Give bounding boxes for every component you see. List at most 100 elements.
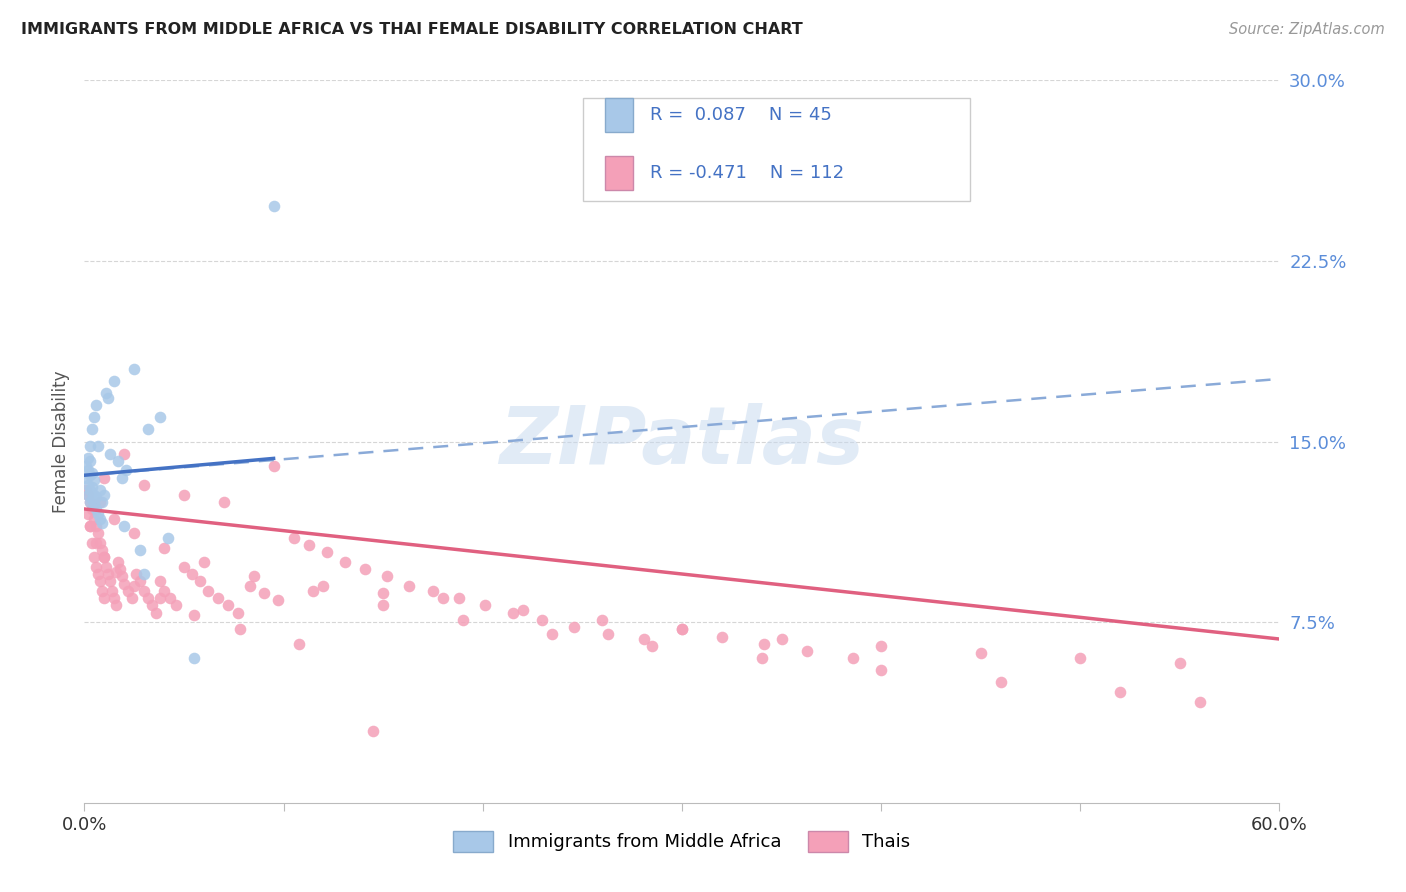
Point — [141, 599, 163, 613]
Point — [474, 599, 496, 613]
Point — [398, 579, 420, 593]
Text: ZIPatlas: ZIPatlas — [499, 402, 865, 481]
Point — [82, 480, 104, 494]
Point — [671, 623, 693, 637]
Point — [373, 599, 395, 613]
Point — [83, 410, 105, 425]
Point — [1069, 651, 1091, 665]
Point — [122, 579, 145, 593]
Point — [87, 526, 110, 541]
Point — [129, 574, 152, 589]
Point — [564, 620, 586, 634]
Point — [263, 198, 285, 212]
Point — [96, 559, 118, 574]
Point — [83, 473, 105, 487]
Text: IMMIGRANTS FROM MIDDLE AFRICA VS THAI FEMALE DISABILITY CORRELATION CHART: IMMIGRANTS FROM MIDDLE AFRICA VS THAI FE… — [21, 22, 803, 37]
Point — [266, 593, 288, 607]
Point — [157, 531, 180, 545]
Point — [87, 507, 110, 521]
Point — [83, 487, 105, 501]
Point — [89, 511, 111, 525]
Point — [165, 599, 187, 613]
Point — [159, 591, 181, 605]
Y-axis label: Female Disability: Female Disability — [52, 370, 70, 513]
Point — [132, 583, 156, 598]
Point — [82, 422, 104, 436]
Point — [149, 591, 172, 605]
Point — [93, 550, 115, 565]
Point — [82, 502, 104, 516]
Point — [263, 458, 285, 473]
Point — [82, 492, 104, 507]
Point — [710, 630, 733, 644]
Point — [1168, 656, 1191, 670]
Point — [98, 574, 121, 589]
Point — [83, 511, 105, 525]
Point — [354, 562, 377, 576]
Point — [217, 599, 239, 613]
Point — [149, 410, 172, 425]
Point — [373, 586, 395, 600]
Point — [283, 531, 305, 545]
Point — [312, 579, 335, 593]
Point — [125, 567, 148, 582]
Point — [183, 607, 205, 622]
Point — [212, 494, 235, 508]
Point — [207, 591, 229, 605]
Point — [107, 454, 129, 468]
Point — [86, 502, 108, 516]
Point — [91, 542, 114, 557]
Point — [193, 555, 215, 569]
Point — [302, 583, 325, 598]
Point — [242, 569, 264, 583]
Point — [75, 458, 97, 473]
Point — [447, 591, 470, 605]
Point — [842, 651, 865, 665]
Point — [173, 559, 195, 574]
Point — [79, 494, 101, 508]
Point — [86, 398, 108, 412]
Point — [633, 632, 655, 646]
Point — [132, 478, 156, 492]
Point — [375, 569, 398, 583]
Point — [122, 526, 145, 541]
Point — [103, 374, 125, 388]
Point — [97, 567, 120, 582]
Point — [75, 483, 97, 497]
Point — [91, 516, 114, 531]
Point — [129, 542, 152, 557]
Point — [422, 583, 444, 598]
Point — [93, 591, 115, 605]
Point — [1109, 685, 1132, 699]
Point — [83, 497, 105, 511]
Point — [188, 574, 211, 589]
Point — [91, 583, 114, 598]
Point — [98, 446, 121, 460]
Point — [77, 487, 100, 501]
Point — [105, 565, 128, 579]
Point — [253, 586, 276, 600]
Point — [82, 466, 104, 480]
Point — [432, 591, 454, 605]
Point — [79, 518, 101, 533]
Point — [181, 567, 204, 582]
Point — [752, 637, 775, 651]
Point — [145, 606, 167, 620]
Point — [451, 613, 474, 627]
Point — [598, 627, 620, 641]
Point — [226, 606, 249, 620]
Point — [796, 644, 818, 658]
Point — [641, 639, 664, 653]
Point — [79, 518, 101, 533]
Point — [239, 579, 262, 593]
Point — [111, 470, 134, 484]
Point — [136, 422, 159, 436]
Point — [83, 550, 105, 565]
Point — [77, 451, 100, 466]
Point — [87, 439, 110, 453]
Point — [531, 613, 554, 627]
Point — [591, 613, 613, 627]
Point — [990, 675, 1012, 690]
Point — [316, 545, 339, 559]
Point — [112, 576, 135, 591]
